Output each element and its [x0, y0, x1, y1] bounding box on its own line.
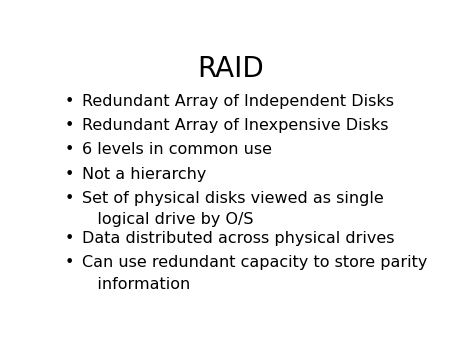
Text: 6 levels in common use: 6 levels in common use — [82, 142, 272, 157]
Text: •: • — [65, 94, 74, 109]
Text: Redundant Array of Inexpensive Disks: Redundant Array of Inexpensive Disks — [82, 118, 389, 133]
Text: Not a hierarchy: Not a hierarchy — [82, 167, 207, 182]
Text: •: • — [65, 142, 74, 157]
Text: information: information — [82, 276, 191, 292]
Text: •: • — [65, 231, 74, 246]
Text: Redundant Array of Independent Disks: Redundant Array of Independent Disks — [82, 94, 394, 109]
Text: RAID: RAID — [197, 55, 264, 83]
Text: Data distributed across physical drives: Data distributed across physical drives — [82, 231, 395, 246]
Text: •: • — [65, 191, 74, 206]
Text: logical drive by O/S: logical drive by O/S — [82, 212, 254, 227]
Text: Can use redundant capacity to store parity: Can use redundant capacity to store pari… — [82, 255, 428, 270]
Text: •: • — [65, 167, 74, 182]
Text: Set of physical disks viewed as single: Set of physical disks viewed as single — [82, 191, 384, 206]
Text: •: • — [65, 118, 74, 133]
Text: •: • — [65, 255, 74, 270]
